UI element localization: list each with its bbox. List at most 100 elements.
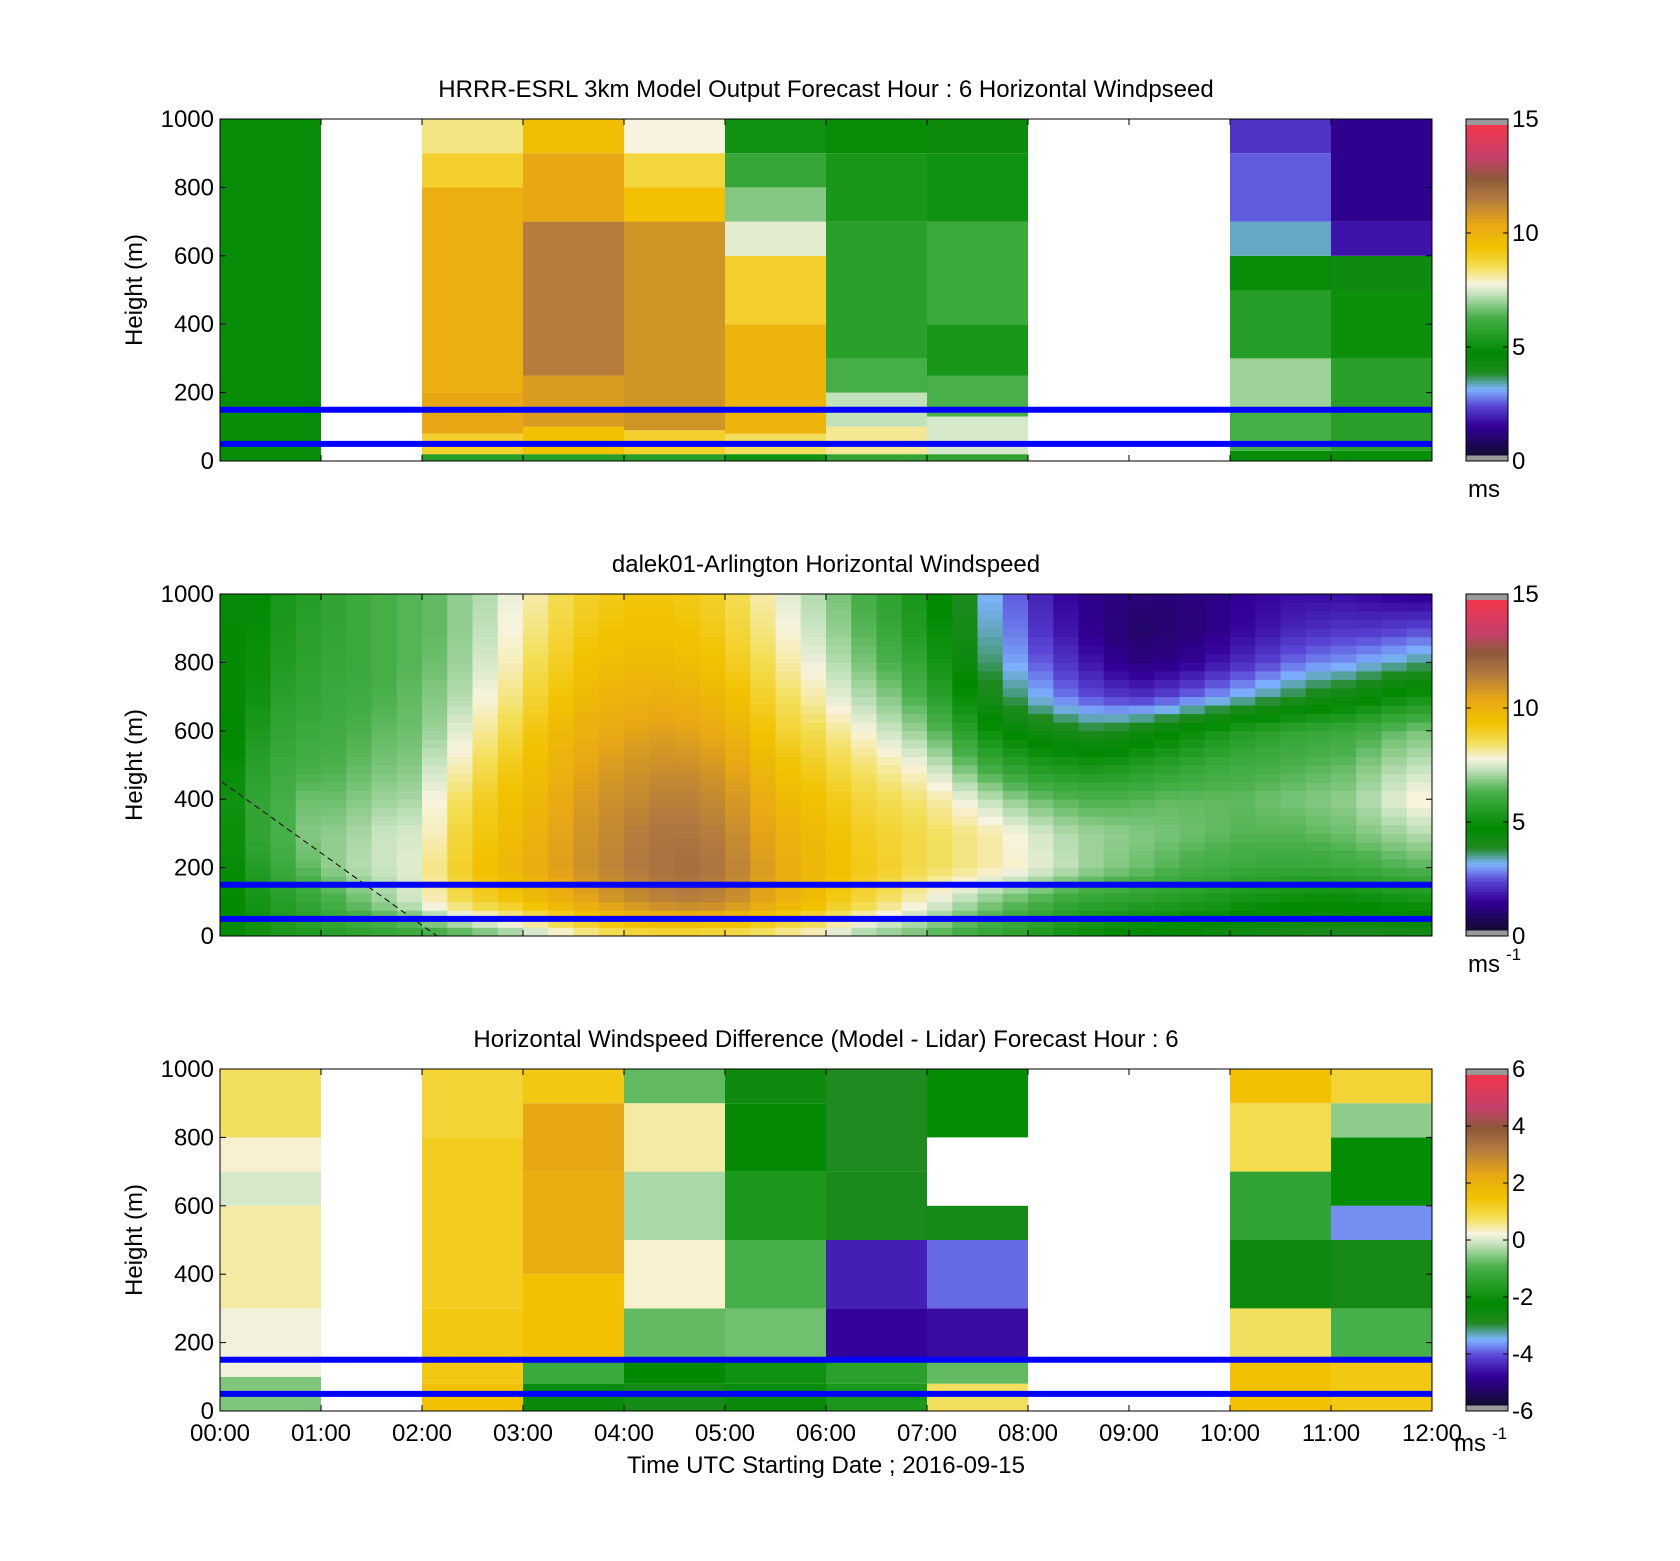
heatmap-cell — [1179, 884, 1206, 894]
heatmap-cell — [1179, 670, 1206, 680]
heatmap-cell — [674, 739, 701, 749]
heatmap-cell — [548, 739, 574, 749]
heatmap-cell — [649, 636, 675, 646]
heatmap-cell — [1028, 662, 1054, 672]
heatmap-cell — [1305, 619, 1332, 629]
colorbar-swatch — [1466, 235, 1508, 239]
x-tick-label: 08:00 — [998, 1420, 1058, 1447]
heatmap-cell — [1179, 730, 1206, 740]
heatmap-cell — [851, 918, 877, 928]
heatmap-cell — [321, 705, 347, 715]
panel-model-ylabel: Height (m) — [121, 234, 148, 346]
heatmap-cell — [775, 645, 802, 655]
heatmap-cell — [447, 782, 473, 792]
heatmap-cell — [396, 884, 423, 894]
heatmap-cell — [1179, 833, 1206, 843]
heatmap-cell — [800, 747, 827, 757]
heatmap-cell — [573, 773, 600, 783]
heatmap-cell — [1002, 876, 1029, 886]
colorbar-swatch — [1466, 163, 1508, 167]
heatmap-cell — [775, 705, 802, 715]
heatmap-cell — [472, 833, 499, 843]
heatmap-cell — [1053, 833, 1079, 843]
heatmap-cell — [245, 824, 271, 834]
heatmap-cell — [1053, 876, 1079, 886]
heatmap-cell — [422, 901, 448, 911]
heatmap-cell — [220, 739, 246, 749]
heatmap-cell — [674, 859, 701, 868]
colorbar-swatch — [1466, 389, 1508, 393]
heatmap-cell — [1406, 876, 1432, 886]
heatmap-cell — [800, 841, 827, 851]
heatmap-cell — [775, 901, 802, 911]
heatmap-cell — [800, 807, 827, 817]
heatmap-cell — [1230, 833, 1256, 843]
heatmap-cell — [1028, 867, 1054, 877]
colorbar-swatch — [1466, 1253, 1508, 1257]
colorbar-swatch — [1466, 251, 1508, 255]
heatmap-cell — [952, 876, 978, 886]
heatmap-cell — [876, 696, 903, 706]
heatmap-cell — [826, 739, 852, 749]
heatmap-cell — [346, 713, 372, 723]
heatmap-cell — [1078, 628, 1105, 638]
colorbar-swatch — [1466, 419, 1508, 423]
colorbar-swatch — [1466, 127, 1508, 131]
heatmap-cell — [800, 688, 827, 697]
heatmap-cell — [270, 602, 297, 612]
heatmap-cell — [876, 747, 903, 757]
heatmap-cell — [977, 679, 1004, 689]
heatmap-cell — [1305, 910, 1332, 920]
heatmap-cell — [1230, 645, 1256, 655]
heatmap-cell — [1129, 765, 1155, 774]
heatmap-cell — [876, 765, 903, 774]
colorbar-swatch — [1466, 125, 1508, 129]
heatmap-cell — [321, 884, 347, 894]
heatmap-cell — [1280, 790, 1307, 800]
panel-model-reference-lines — [220, 406, 1432, 447]
heatmap-cell — [1028, 705, 1054, 715]
colorbar-swatch — [1466, 259, 1508, 263]
heatmap-cell — [1154, 918, 1180, 928]
heatmap-cell — [1154, 662, 1180, 672]
heatmap-cell — [371, 884, 398, 894]
heatmap-cell — [775, 790, 802, 800]
heatmap-cell — [977, 756, 1004, 766]
colorbar-swatch — [1466, 767, 1508, 771]
heatmap-cell — [523, 824, 549, 834]
heatmap-cell — [497, 739, 524, 749]
heatmap-cell — [1002, 645, 1029, 655]
heatmap-cell — [1331, 221, 1432, 256]
heatmap-cell — [573, 688, 600, 697]
heatmap-cell — [1230, 824, 1256, 834]
heatmap-cell — [321, 910, 347, 920]
heatmap-cell — [1280, 696, 1307, 706]
colorbar-swatch — [1466, 328, 1508, 332]
heatmap-cell — [346, 850, 372, 860]
heatmap-cell — [1028, 653, 1054, 663]
heatmap-cell — [1331, 255, 1432, 290]
heatmap-cell — [422, 688, 448, 697]
heatmap-cell — [1078, 602, 1105, 612]
heatmap-cell — [1406, 705, 1432, 715]
heatmap-cell — [750, 619, 776, 629]
heatmap-cell — [523, 1171, 624, 1275]
heatmap-cell — [396, 679, 423, 689]
heatmap-cell — [901, 645, 928, 655]
heatmap-cell — [1356, 790, 1382, 800]
heatmap-cell — [1078, 859, 1105, 868]
heatmap-cell — [295, 927, 322, 936]
heatmap-cell — [1305, 705, 1332, 715]
heatmap-cell — [1154, 636, 1180, 646]
heatmap-cell — [826, 807, 852, 817]
heatmap-cell — [927, 833, 953, 843]
heatmap-cell — [1305, 927, 1332, 936]
heatmap-cell — [876, 679, 903, 689]
heatmap-cell — [270, 876, 297, 886]
heatmap-cell — [649, 816, 675, 826]
colorbar-swatch — [1466, 1229, 1508, 1233]
heatmap-cell — [775, 841, 802, 851]
heatmap-cell — [523, 670, 549, 680]
heatmap-cell — [523, 221, 624, 376]
heatmap-cell — [220, 688, 246, 697]
